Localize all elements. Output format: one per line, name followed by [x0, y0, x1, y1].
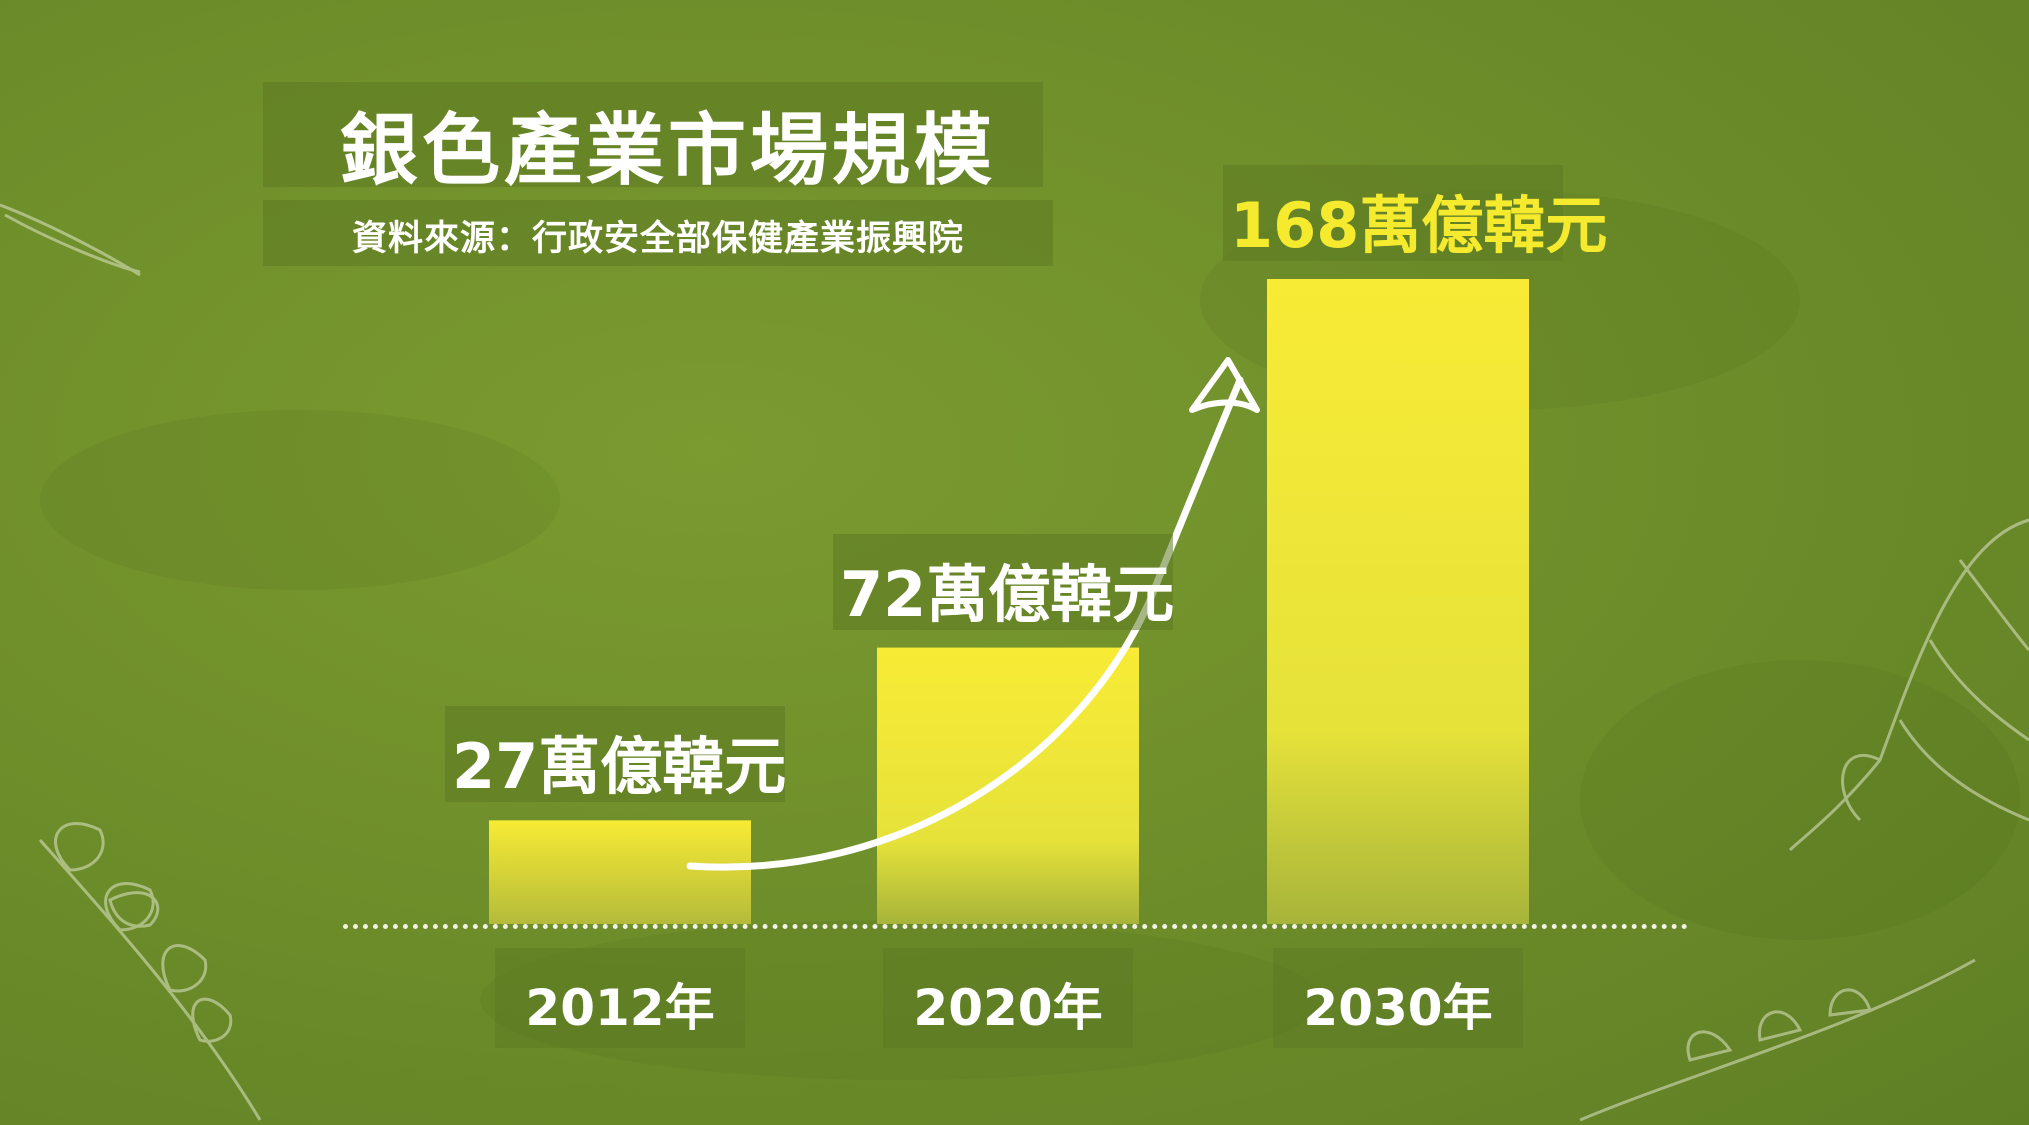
category-label-backdrop: [1273, 948, 1523, 1048]
value-label: 168萬億韓元: [1230, 189, 1608, 262]
bar-2030年: [1267, 279, 1529, 924]
trend-arrow-icon: [686, 357, 1260, 871]
category-label-backdrop: [495, 948, 745, 1048]
source-backdrop: [263, 200, 1053, 266]
category-label-backdrop: [883, 948, 1133, 1048]
x-axis-baseline: [343, 924, 1688, 929]
x-tick-label: 2020年: [913, 979, 1103, 1037]
source-note: 資料來源：行政安全部保健產業振興院: [352, 219, 965, 259]
value-label-backdrop: [1223, 165, 1563, 261]
value-label: 72萬億韓元: [840, 557, 1175, 631]
x-tick-label: 2012年: [525, 979, 715, 1037]
value-label-backdrop: [445, 706, 785, 803]
title-backdrop: [263, 82, 1043, 187]
chart-title: 銀色產業市場規模: [340, 106, 997, 196]
value-label-backdrop: [833, 533, 1173, 630]
x-tick-label: 2030年: [1303, 979, 1493, 1037]
value-label: 27萬億韓元: [452, 730, 787, 804]
bar-2012年: [489, 820, 751, 924]
